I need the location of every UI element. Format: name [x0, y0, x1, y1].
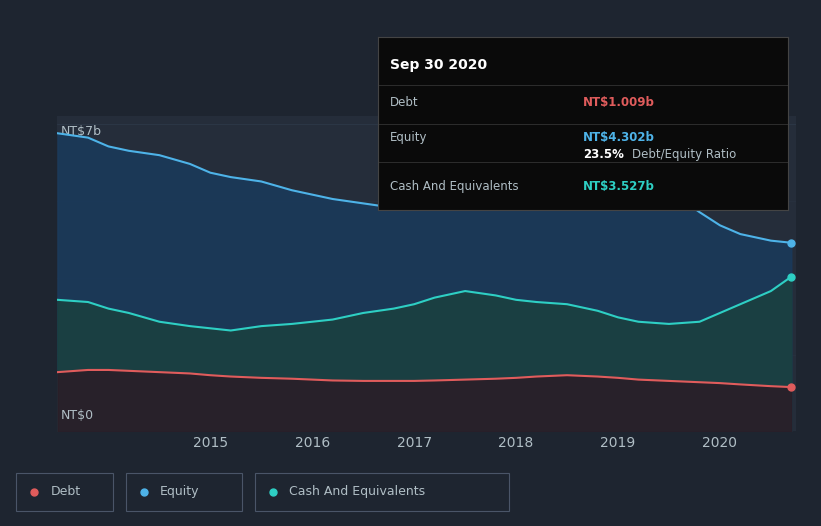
Text: Sep 30 2020: Sep 30 2020	[390, 58, 487, 72]
Text: Debt/Equity Ratio: Debt/Equity Ratio	[632, 148, 736, 161]
Text: NT$4.302b: NT$4.302b	[583, 131, 655, 144]
Text: Cash And Equivalents: Cash And Equivalents	[289, 485, 425, 498]
Text: Equity: Equity	[390, 131, 428, 144]
Text: 23.5%: 23.5%	[583, 148, 624, 161]
Text: Debt: Debt	[51, 485, 81, 498]
Text: Equity: Equity	[160, 485, 200, 498]
Text: NT$1.009b: NT$1.009b	[583, 96, 655, 109]
Text: NT$7b: NT$7b	[62, 125, 102, 138]
Text: NT$0: NT$0	[62, 409, 94, 422]
Text: NT$3.527b: NT$3.527b	[583, 179, 655, 193]
Text: Debt: Debt	[390, 96, 419, 109]
Text: Cash And Equivalents: Cash And Equivalents	[390, 179, 519, 193]
